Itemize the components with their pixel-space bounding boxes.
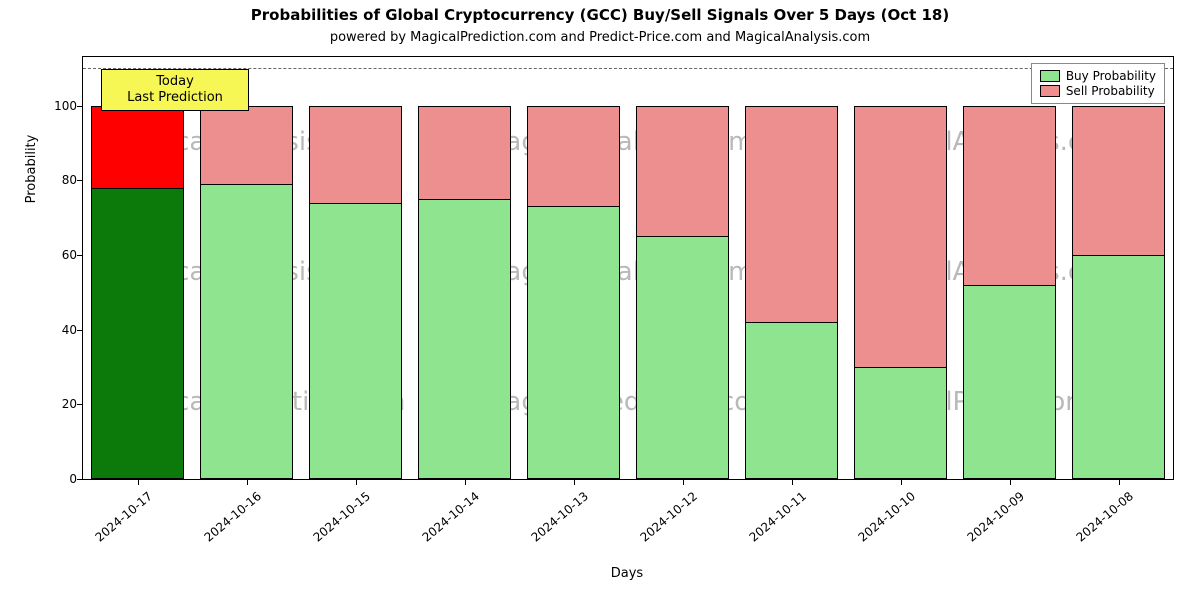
bar-buy xyxy=(527,206,621,479)
y-tick-mark xyxy=(77,255,83,256)
chart-container: Probabilities of Global Cryptocurrency (… xyxy=(0,0,1200,600)
x-tick-mark xyxy=(1119,479,1120,485)
bar-buy xyxy=(200,184,294,479)
x-tick-label: 2024-10-12 xyxy=(629,489,699,551)
y-tick-label: 60 xyxy=(62,248,77,262)
x-tick-label: 2024-10-17 xyxy=(84,489,154,551)
bar-buy xyxy=(1072,255,1166,479)
y-tick-mark xyxy=(77,106,83,107)
y-tick-label: 0 xyxy=(69,472,77,486)
legend-label: Sell Probability xyxy=(1066,84,1155,98)
x-tick-label: 2024-10-16 xyxy=(193,489,263,551)
x-tick-mark xyxy=(683,479,684,485)
x-tick-mark xyxy=(574,479,575,485)
x-tick-label: 2024-10-15 xyxy=(302,489,372,551)
chart-subtitle: powered by MagicalPrediction.com and Pre… xyxy=(0,30,1200,45)
y-tick-mark xyxy=(77,330,83,331)
x-tick-label: 2024-10-11 xyxy=(738,489,808,551)
y-tick-label: 20 xyxy=(62,397,77,411)
y-tick-mark xyxy=(77,180,83,181)
legend-item: Sell Probability xyxy=(1040,84,1156,98)
chart-title: Probabilities of Global Cryptocurrency (… xyxy=(0,6,1200,24)
y-tick-label: 100 xyxy=(54,99,77,113)
x-tick-label: 2024-10-09 xyxy=(956,489,1026,551)
bar-buy xyxy=(963,285,1057,479)
bar-buy xyxy=(309,203,403,479)
plot-area: MagicalAnalysis.comMagicalAnalysis.comMa… xyxy=(82,56,1174,480)
legend-swatch xyxy=(1040,70,1060,82)
bar-buy xyxy=(91,188,185,479)
today-annotation-line: Last Prediction xyxy=(102,90,248,106)
bar-buy xyxy=(854,367,948,479)
legend: Buy ProbabilitySell Probability xyxy=(1031,63,1165,104)
today-annotation: TodayLast Prediction xyxy=(101,69,249,111)
y-axis-label: Probability xyxy=(24,0,39,380)
x-tick-label: 2024-10-13 xyxy=(520,489,590,551)
bar-buy xyxy=(636,236,730,479)
y-tick-mark xyxy=(77,404,83,405)
bar-buy xyxy=(745,322,839,479)
y-tick-label: 40 xyxy=(62,323,77,337)
legend-item: Buy Probability xyxy=(1040,69,1156,83)
x-tick-label: 2024-10-10 xyxy=(847,489,917,551)
x-tick-mark xyxy=(901,479,902,485)
x-tick-label: 2024-10-14 xyxy=(411,489,481,551)
x-tick-mark xyxy=(1010,479,1011,485)
y-tick-mark xyxy=(77,479,83,480)
bar-buy xyxy=(418,199,512,479)
x-tick-mark xyxy=(138,479,139,485)
x-axis-label: Days xyxy=(82,566,1172,581)
x-tick-label: 2024-10-08 xyxy=(1065,489,1135,551)
x-tick-mark xyxy=(356,479,357,485)
today-annotation-line: Today xyxy=(102,74,248,90)
y-tick-label: 80 xyxy=(62,173,77,187)
legend-label: Buy Probability xyxy=(1066,69,1156,83)
x-tick-mark xyxy=(792,479,793,485)
legend-swatch xyxy=(1040,85,1060,97)
x-tick-mark xyxy=(465,479,466,485)
x-tick-mark xyxy=(247,479,248,485)
